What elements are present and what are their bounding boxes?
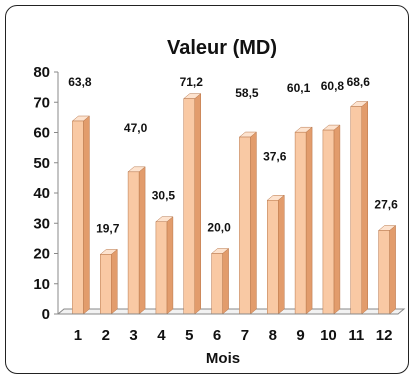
- x-tick-label: 9: [296, 327, 304, 344]
- x-tick-label: 11: [348, 327, 364, 344]
- bar: [100, 249, 117, 314]
- data-label: 60,8: [321, 79, 345, 93]
- bar: [184, 94, 201, 314]
- x-tick-label: 4: [157, 327, 166, 344]
- x-tick-label: 6: [213, 327, 221, 344]
- y-tick-label: 50: [33, 155, 50, 172]
- bar: [351, 101, 368, 314]
- y-tick-label: 0: [42, 306, 50, 323]
- x-tick-label: 10: [320, 327, 337, 344]
- y-tick-label: 70: [33, 94, 50, 111]
- x-tick-label: 8: [269, 327, 277, 344]
- x-axis-title: Mois: [206, 350, 240, 367]
- bar: [156, 217, 173, 314]
- bar: [267, 195, 284, 314]
- bar: [323, 125, 340, 314]
- x-tick-label: 3: [129, 327, 137, 344]
- data-label: 63,8: [68, 75, 92, 89]
- y-tick-label: 10: [33, 276, 50, 293]
- value-labels: 63,8 19,7 47,0 30,5 71,2 20,0 58,5 37,6 60,1 60,8…: [68, 75, 398, 235]
- y-tick-label: 60: [33, 125, 50, 142]
- data-label: 37,6: [263, 149, 287, 163]
- x-tick-label: 7: [241, 327, 249, 344]
- y-tick-label: 30: [33, 215, 50, 232]
- data-label: 71,2: [180, 75, 204, 89]
- x-tick-label: 5: [185, 327, 193, 344]
- y-tick-label: 20: [33, 246, 50, 263]
- bar: [128, 167, 145, 314]
- bar: [295, 127, 312, 314]
- data-label: 19,7: [96, 221, 120, 235]
- data-label: 27,6: [374, 198, 398, 212]
- bar: [239, 132, 256, 314]
- data-label: 60,1: [287, 81, 311, 95]
- y-axis: 0 10 20 30 40 50 60 70 80: [33, 64, 58, 323]
- data-label: 30,5: [152, 189, 176, 203]
- data-label: 68,6: [347, 75, 371, 89]
- bar: [72, 116, 89, 314]
- x-tick-label: 1: [74, 327, 82, 344]
- bar: [379, 226, 396, 314]
- y-tick-label: 80: [33, 64, 50, 81]
- bar: [212, 249, 229, 315]
- data-label: 47,0: [124, 121, 148, 135]
- x-tick-label: 2: [102, 327, 110, 344]
- chart-frame: Valeur (MD) 0 10 20 30 40 50 60 70 80 63,8 19,7 47…: [5, 5, 409, 374]
- x-tick-label: 12: [376, 327, 393, 344]
- bar-series: [72, 94, 395, 314]
- data-label: 58,5: [235, 86, 259, 100]
- chart-title: Valeur (MD): [167, 37, 277, 59]
- x-axis: 1 2 3 4 5 6 7 8 9 10 11 12: [58, 314, 398, 344]
- data-label: 20,0: [207, 221, 231, 235]
- y-tick-label: 40: [33, 185, 50, 202]
